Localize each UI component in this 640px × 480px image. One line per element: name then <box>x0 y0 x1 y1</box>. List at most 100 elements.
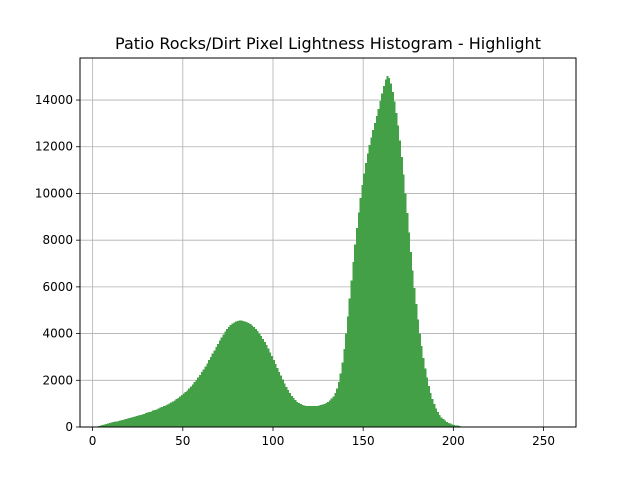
histogram-bar <box>316 405 319 427</box>
histogram-bar <box>435 408 438 427</box>
y-tick-label: 0 <box>65 420 73 434</box>
histogram-bar <box>123 419 126 427</box>
histogram-bar <box>235 321 237 427</box>
histogram-bar <box>314 406 317 427</box>
histogram-bar <box>226 329 228 427</box>
y-tick-label: 8000 <box>42 233 73 247</box>
histogram-bar <box>173 400 176 427</box>
histogram-bar <box>330 398 333 427</box>
histogram-bar <box>442 419 445 427</box>
histogram-bar <box>112 422 115 427</box>
histogram-bar <box>116 421 118 427</box>
histogram-bar <box>236 320 239 427</box>
histogram-bar <box>402 174 405 427</box>
histogram-bar <box>366 153 369 427</box>
histogram-bar <box>406 213 409 427</box>
histogram-bar <box>267 348 270 427</box>
histogram-bar <box>186 390 189 427</box>
histogram-bar <box>182 393 185 427</box>
histogram-bar <box>238 320 241 427</box>
histogram-bar <box>253 327 255 427</box>
histogram-bar <box>240 320 243 427</box>
histogram-bar <box>206 363 209 427</box>
histogram-bar <box>195 379 198 427</box>
histogram-bar <box>245 322 248 427</box>
histogram-bar <box>438 414 441 427</box>
histogram-bar <box>263 341 266 427</box>
histogram-bar <box>401 156 403 427</box>
x-tick-label: 50 <box>175 434 190 448</box>
histogram-bar <box>372 130 374 427</box>
histogram-bar <box>310 406 313 427</box>
histogram-bar <box>220 337 223 427</box>
histogram-bar <box>202 369 205 427</box>
histogram-bar <box>137 415 140 427</box>
histogram-bar <box>159 407 162 427</box>
histogram-bar <box>294 400 297 427</box>
histogram-bar <box>328 400 331 427</box>
histogram-bar <box>289 393 292 427</box>
histogram-bar <box>363 173 365 427</box>
axis-ticks: 0 50 100 150 200 250 0 2000 4000 6000 8000 10000 120… <box>35 93 555 448</box>
x-tick-label: 100 <box>262 434 285 448</box>
histogram-bar <box>411 270 414 427</box>
histogram-bar <box>242 320 245 427</box>
histogram-bar <box>157 408 160 427</box>
histogram-bar <box>428 385 430 427</box>
histogram-bar <box>318 405 320 427</box>
histogram-bar <box>337 381 340 427</box>
histogram-bar <box>276 367 279 427</box>
histogram-bar <box>368 145 371 427</box>
histogram-bar <box>256 331 259 427</box>
histogram-bar <box>166 404 169 427</box>
histogram-bar <box>105 424 108 427</box>
histogram-bar <box>287 390 290 427</box>
histogram-bar <box>222 334 225 427</box>
histogram-bar <box>395 112 398 428</box>
histogram-bar <box>348 298 351 427</box>
histogram-bar <box>420 346 423 427</box>
histogram-bar <box>307 406 310 427</box>
grid-lines <box>80 58 576 428</box>
histogram-bar <box>211 353 214 427</box>
x-tick-label: 150 <box>352 434 375 448</box>
histogram-bar <box>397 125 400 428</box>
histogram-bar <box>132 417 135 427</box>
histogram-bar <box>301 404 304 427</box>
y-tick-label: 6000 <box>42 280 73 294</box>
histogram-bar <box>341 362 344 427</box>
histogram-bar <box>410 251 412 427</box>
histogram-bar <box>213 350 216 427</box>
histogram-bar <box>139 414 142 427</box>
histogram-bar <box>291 395 293 427</box>
histogram-bar <box>449 423 452 427</box>
histogram-bar <box>209 356 212 427</box>
histogram-bar <box>343 348 346 427</box>
histogram-bar <box>312 406 315 427</box>
histogram-bar <box>171 401 174 427</box>
histogram-bar <box>233 322 236 427</box>
histogram-bar <box>146 412 149 427</box>
histogram-bar <box>121 419 124 427</box>
histogram-bar <box>334 393 337 427</box>
histogram-bar <box>379 101 382 428</box>
histogram-bar <box>417 319 420 427</box>
histogram-bar <box>431 398 434 427</box>
histogram-bar <box>419 333 421 427</box>
histogram-bar <box>381 93 384 428</box>
histogram-bar <box>386 75 389 427</box>
histogram-bar <box>339 373 342 427</box>
x-tick-label: 200 <box>442 434 465 448</box>
histogram-bar <box>384 79 387 427</box>
histogram-bar <box>332 396 335 427</box>
histogram-bar <box>296 401 299 427</box>
histogram-bar <box>103 424 106 427</box>
histogram-bar <box>193 382 196 427</box>
histogram-bar <box>336 388 338 427</box>
histogram-bar <box>168 403 171 427</box>
histogram-bar <box>359 198 362 427</box>
histogram-bar <box>305 405 308 427</box>
histogram-bar <box>244 321 246 427</box>
histogram-bar <box>456 425 459 427</box>
histogram-bar <box>282 379 284 427</box>
